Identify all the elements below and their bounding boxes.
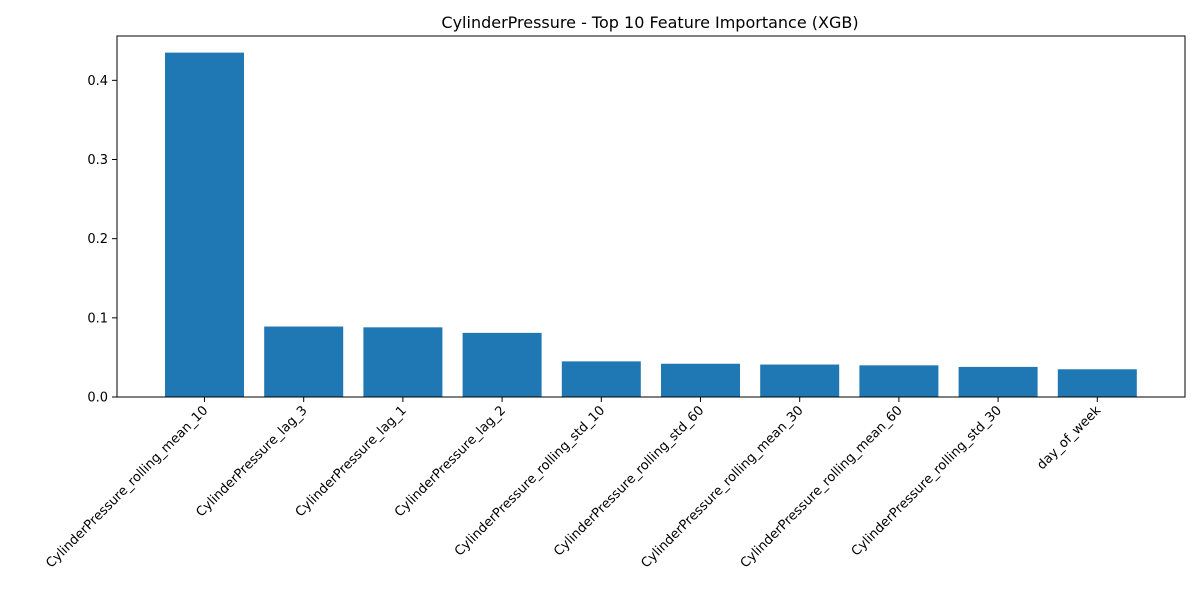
bar-CylinderPressure_rolling_mean_10 xyxy=(165,52,244,397)
y-tick-label: 0.3 xyxy=(87,153,108,168)
x-tick-label: day_of_week xyxy=(1034,403,1104,473)
y-axis: 0.0 0.1 0.2 0.3 0.4 xyxy=(87,74,117,406)
plot-frame xyxy=(116,35,1186,398)
bar-CylinderPressure_rolling_mean_60 xyxy=(859,365,939,397)
x-tick-label: CylinderPressure_rolling_mean_30 xyxy=(639,403,807,571)
x-tick-label: CylinderPressure_rolling_mean_10 xyxy=(43,403,211,571)
x-axis: CylinderPressure_rolling_mean_10Cylinder… xyxy=(43,397,1104,571)
bar-CylinderPressure_lag_1 xyxy=(363,327,443,397)
x-tick-label: CylinderPressure_lag_3 xyxy=(194,403,311,520)
bar-CylinderPressure_lag_2 xyxy=(462,332,542,397)
x-tick-label: CylinderPressure_lag_2 xyxy=(392,403,509,520)
bar-CylinderPressure_rolling_std_30 xyxy=(958,366,1038,397)
chart-title: CylinderPressure - Top 10 Feature Import… xyxy=(441,13,858,32)
y-tick-label: 0.2 xyxy=(87,232,108,247)
bars-group xyxy=(165,52,1137,397)
y-tick-label: 0.4 xyxy=(87,74,108,89)
bar-CylinderPressure_rolling_std_60 xyxy=(661,363,740,397)
x-tick-label: CylinderPressure_lag_1 xyxy=(293,403,410,520)
y-tick-label: 0.0 xyxy=(87,391,108,406)
bar-CylinderPressure_rolling_std_10 xyxy=(561,361,641,397)
bar-CylinderPressure_rolling_mean_30 xyxy=(760,364,840,397)
bar-CylinderPressure_lag_3 xyxy=(264,326,344,397)
bar-day_of_week xyxy=(1057,369,1137,397)
x-tick-label: CylinderPressure_rolling_mean_60 xyxy=(738,403,906,571)
y-tick-label: 0.1 xyxy=(87,311,108,326)
